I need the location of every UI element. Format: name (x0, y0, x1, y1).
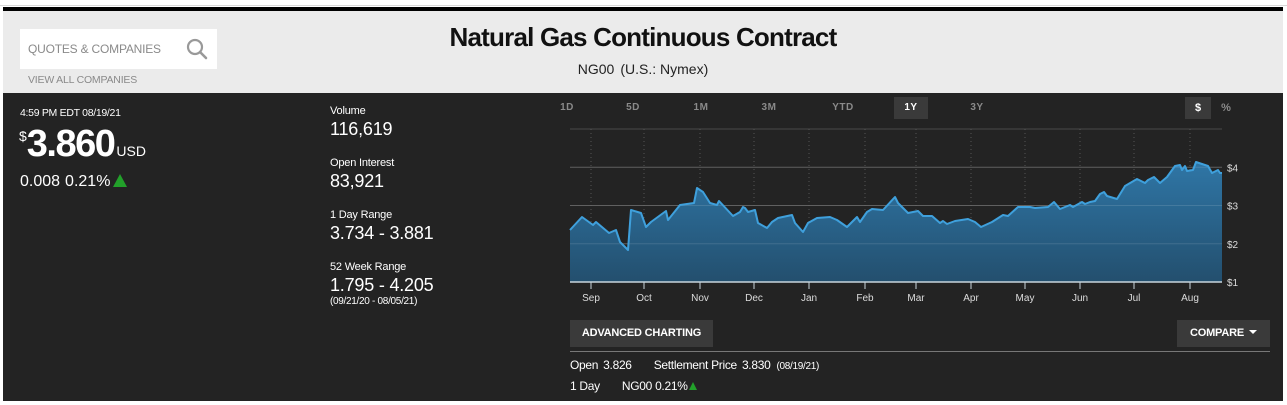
top-border (0, 5, 1287, 6)
svg-text:$2: $2 (1227, 240, 1239, 251)
search-icon[interactable] (186, 38, 208, 60)
svg-text:Apr: Apr (963, 293, 979, 304)
tab-3y[interactable]: 3Y (970, 102, 984, 113)
exchange-label: (U.S.: Nymex) (620, 61, 709, 77)
tab-1d[interactable]: 1D (560, 102, 574, 113)
open-value: 3.826 (603, 358, 632, 372)
tab-3m[interactable]: 3M (761, 102, 777, 113)
svg-text:Mar: Mar (907, 293, 925, 304)
svg-text:Jul: Jul (1128, 293, 1141, 304)
percent-toggle[interactable]: % (1221, 102, 1231, 114)
svg-text:$4: $4 (1227, 163, 1239, 174)
settlement-label: Settlement Price (653, 358, 738, 372)
svg-text:Jun: Jun (1072, 293, 1088, 304)
change-percent: 0.21% (65, 173, 111, 190)
stat-value: 3.734 - 3.881 (330, 223, 434, 243)
view-all-companies-link[interactable]: VIEW ALL COMPANIES (28, 74, 138, 86)
stat-open-interest: Open Interest 83,921 (330, 157, 394, 192)
stat-day-range: 1 Day Range 3.734 - 3.881 (330, 209, 434, 244)
quote-header: QUOTES & COMPANIES VIEW ALL COMPANIES Na… (3, 11, 1283, 93)
stat-label: Volume (330, 105, 366, 117)
svg-text:$1: $1 (1227, 278, 1239, 289)
one-day-percent: 0.21% (655, 379, 688, 393)
settlement-value: 3.830 (741, 358, 771, 372)
compare-label: COMPARE (1189, 327, 1244, 339)
svg-text:Aug: Aug (1181, 293, 1199, 304)
quotes-search-input[interactable]: QUOTES & COMPANIES (20, 29, 217, 69)
price-value: 3.860 (26, 123, 116, 165)
symbol-subtitle: NG00 (U.S.: Nymex) (3, 61, 1283, 77)
header-top-bar (3, 7, 1283, 11)
currency-code: USD (116, 143, 146, 159)
svg-text:Oct: Oct (636, 293, 652, 304)
area-chart: Sep Oct Nov Dec Jan Feb Mar Apr May Jun Jul Aug $1 $2… (569, 128, 1239, 304)
open-settlement-row: Open 3.826 Settlement Price 3.830 (08/19/21) (570, 358, 819, 372)
dollar-toggle[interactable]: $ (1185, 97, 1211, 119)
compare-button[interactable]: COMPARE (1177, 320, 1270, 347)
ticker-symbol: NG00 (577, 61, 615, 77)
stat-value: 116,619 (330, 119, 393, 139)
caret-down-icon (1249, 330, 1257, 334)
up-arrow-icon (113, 174, 128, 187)
one-day-symbol: NG00 (621, 379, 653, 393)
stat-52-week-range: 52 Week Range 1.795 - 4.205 (09/21/20 - … (330, 261, 434, 307)
page-title: Natural Gas Continuous Contract (449, 22, 838, 52)
up-arrow-icon (688, 382, 697, 390)
stat-label: Open Interest (330, 157, 395, 169)
settlement-date: (08/19/21) (776, 361, 820, 372)
tab-ytd[interactable]: YTD (832, 102, 854, 113)
svg-text:Jan: Jan (801, 293, 817, 304)
stat-value: 1.795 - 4.205 (330, 275, 434, 295)
svg-text:Feb: Feb (856, 293, 874, 304)
svg-text:Nov: Nov (691, 293, 709, 304)
tab-1m[interactable]: 1M (693, 102, 709, 113)
stat-date-range: (09/21/20 - 08/05/21) (330, 296, 418, 307)
one-day-label: 1 Day (570, 379, 600, 393)
change-value: 0.008 (20, 173, 61, 190)
svg-text:Sep: Sep (582, 293, 600, 304)
tab-1y[interactable]: 1Y (894, 97, 928, 119)
svg-text:$3: $3 (1227, 202, 1239, 213)
stat-volume: Volume 116,619 (330, 105, 393, 140)
currency-symbol: $ (19, 128, 27, 144)
svg-text:Dec: Dec (745, 293, 763, 304)
stat-label: 1 Day Range (330, 209, 393, 221)
stat-label: 52 Week Range (330, 261, 407, 273)
quote-timestamp: 4:59 PM EDT 08/19/21 (20, 107, 121, 119)
last-price: $3.860 USD (19, 123, 146, 166)
svg-text:May: May (1016, 293, 1035, 304)
advanced-charting-button[interactable]: ADVANCED CHARTING (570, 320, 713, 347)
price-chart[interactable]: Sep Oct Nov Dec Jan Feb Mar Apr May Jun Jul Aug $1 $2… (553, 123, 1283, 323)
quote-panel: 4:59 PM EDT 08/19/21 $3.860 USD 0.008 0.21… (3, 93, 1283, 401)
tab-5d[interactable]: 5D (626, 102, 640, 113)
one-day-row: 1 Day NG00 0.21% (570, 379, 697, 393)
open-label: Open (570, 358, 599, 372)
price-change: 0.008 0.21% (20, 173, 128, 191)
stat-value: 83,921 (330, 171, 384, 191)
divider (570, 351, 1270, 352)
search-placeholder: QUOTES & COMPANIES (28, 42, 161, 56)
